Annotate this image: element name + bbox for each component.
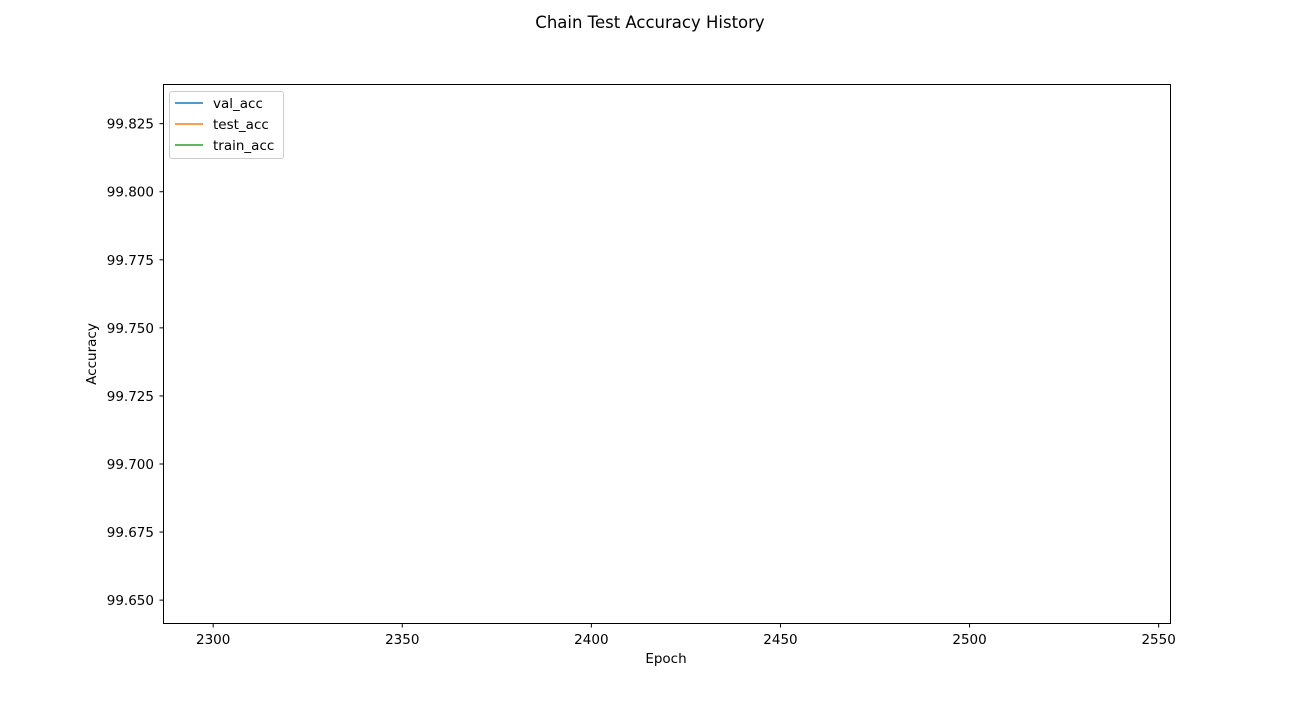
legend-box	[169, 91, 284, 159]
legend-entry-val_acc: val_acc	[213, 96, 263, 112]
x-axis: 2300 2350 2400 2450 2500 2550	[196, 623, 1176, 648]
y-axis-label: Accuracy	[84, 323, 100, 385]
y-tick-label: 99.750	[107, 321, 154, 337]
x-tick-label: 2300	[196, 632, 230, 648]
x-axis-label: Epoch	[645, 651, 686, 667]
y-axis: 99.650 99.675 99.700 99.725 99.750 99.775 99.8…	[107, 117, 164, 609]
y-tick-label: 99.650	[107, 593, 154, 609]
y-tick-label: 99.700	[107, 457, 154, 473]
y-tick-label: 99.800	[107, 185, 154, 201]
y-tick-label: 99.675	[107, 525, 154, 541]
x-tick-label: 2350	[385, 632, 419, 648]
x-tick-label: 2550	[1141, 632, 1175, 648]
x-tick-label: 2400	[574, 632, 608, 648]
plot-area	[163, 84, 1171, 624]
chart-title: Chain Test Accuracy History	[535, 13, 765, 32]
y-tick-label: 99.825	[107, 117, 154, 133]
legend: val_acc test_acc train_acc	[169, 91, 284, 159]
y-tick-label: 99.775	[107, 253, 154, 269]
x-tick-label: 2450	[763, 632, 797, 648]
legend-entry-train_acc: train_acc	[213, 138, 274, 154]
y-tick-label: 99.725	[107, 389, 154, 405]
legend-entry-test_acc: test_acc	[213, 117, 269, 133]
x-tick-label: 2500	[952, 632, 986, 648]
